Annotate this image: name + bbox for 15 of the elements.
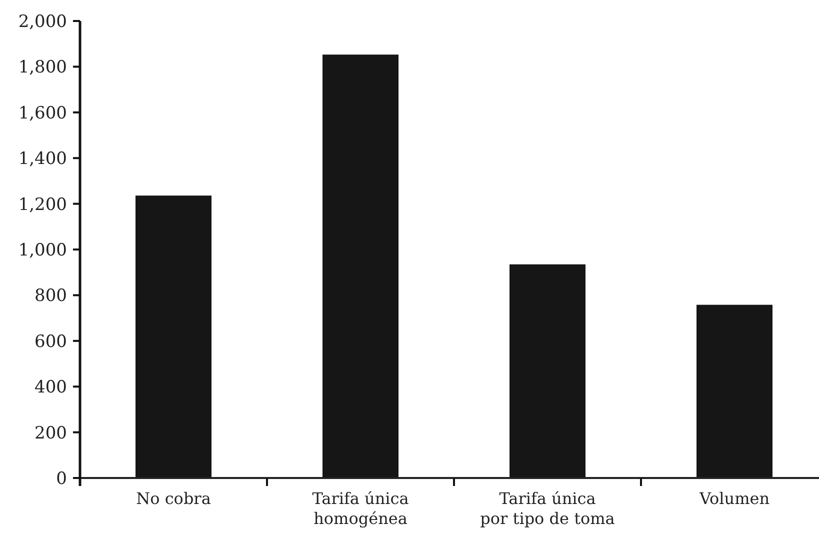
y-tick-label: 600: [34, 332, 67, 352]
y-tick-label: 800: [34, 286, 67, 306]
y-tick-label: 1,600: [18, 103, 67, 124]
x-tick-label: Tarifa única por tipo de toma: [480, 489, 616, 528]
y-tick-label: 400: [34, 378, 67, 398]
x-tick-label: Tarifa única homogénea: [312, 489, 410, 528]
x-tick-label: No cobra: [136, 489, 212, 508]
y-tick-label: 0: [56, 468, 67, 489]
y-tick-label: 2,000: [18, 12, 67, 32]
y-tick-label: 1,400: [18, 149, 67, 170]
y-tick-label: 1,800: [18, 58, 67, 78]
y-tick-label: 200: [34, 423, 67, 444]
x-tick-label: Volumen: [698, 489, 770, 508]
y-tick-label: 1,200: [18, 194, 67, 215]
y-tick-label: 1,000: [18, 240, 67, 260]
